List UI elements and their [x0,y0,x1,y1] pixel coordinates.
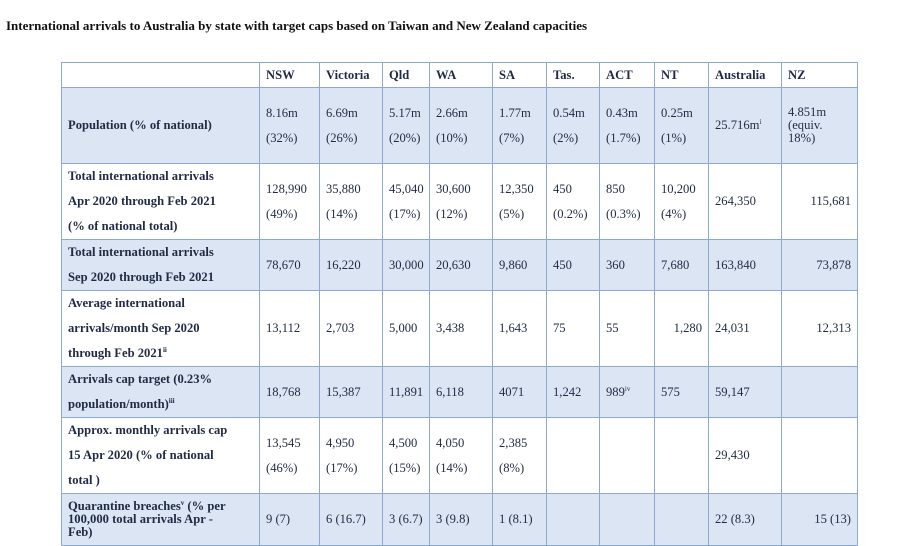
header-tas: Tas. [546,62,600,88]
cell-nz [781,417,858,494]
cell-nt: 0.25m (1%) [654,87,709,164]
header-act: ACT [599,62,655,88]
cell-tas [546,493,600,546]
cell-tas: 1,242 [546,366,600,418]
cell-act: 850 (0.3%) [599,163,655,240]
cell-sa: 9,860 [492,239,547,291]
cell-tas: 75 [546,290,600,367]
cell-tas [546,417,600,494]
header-wa: WA [429,62,493,88]
cell-victoria: 6.69m (26%) [319,87,383,164]
cell-australia: 22 (8.3) [708,493,782,546]
cell-wa: 3,438 [429,290,493,367]
header-empty [61,62,260,88]
cell-wa: 20,630 [429,239,493,291]
cell-act [599,493,655,546]
row-label: Average international arrivals/month Sep … [61,290,260,367]
cell-wa: 3 (9.8) [429,493,493,546]
cell-qld: 5,000 [382,290,430,367]
row-monthly-arrivals-cap: Approx. monthly arrivals cap 15 Apr 2020 … [61,417,858,494]
cell-nt [654,417,709,494]
cell-nsw: 9 (7) [259,493,320,546]
cell-nz [781,366,858,418]
cell-nz: 73,878 [781,239,858,291]
header-sa: SA [492,62,547,88]
cell-wa: 2.66m (10%) [429,87,493,164]
cell-tas: 450 [546,239,600,291]
header-row: NSW Victoria Qld WA SA Tas. ACT NT Austr… [61,62,858,88]
cell-act: 989iv [599,366,655,418]
cell-australia: 264,350 [708,163,782,240]
row-label: Arrivals cap target (0.23% population/mon… [61,366,260,418]
cell-nt [654,493,709,546]
row-quarantine-breaches: Quarantine breachesv (% per 100,000 total… [61,493,858,546]
cell-tas: 0.54m (2%) [546,87,600,164]
row-label: Total international arrivals Sep 2020 thr… [61,239,260,291]
header-nz: NZ [781,62,858,88]
cell-act: 55 [599,290,655,367]
cell-qld: 11,891 [382,366,430,418]
row-label: Total international arrivals Apr 2020 thr… [61,163,260,240]
row-average-arrivals: Average international arrivals/month Sep … [61,290,858,367]
cell-sa: 1 (8.1) [492,493,547,546]
cell-qld: 30,000 [382,239,430,291]
cell-act: 0.43m (1.7%) [599,87,655,164]
cell-act: 360 [599,239,655,291]
header-victoria: Victoria [319,62,383,88]
row-total-arrivals-apr-feb: Total international arrivals Apr 2020 thr… [61,163,858,240]
header-australia: Australia [708,62,782,88]
cell-nt: 1,280 [654,290,709,367]
cell-qld: 5.17m (20%) [382,87,430,164]
cell-tas: 450 (0.2%) [546,163,600,240]
cell-sa: 2,385 (8%) [492,417,547,494]
cell-nsw: 13,112 [259,290,320,367]
cell-nsw: 8.16m (32%) [259,87,320,164]
cell-nt: 575 [654,366,709,418]
cell-nsw: 13,545 (46%) [259,417,320,494]
cell-wa: 4,050 (14%) [429,417,493,494]
cell-victoria: 15,387 [319,366,383,418]
row-total-arrivals-sep-feb: Total international arrivals Sep 2020 thr… [61,239,858,291]
row-label: Approx. monthly arrivals cap 15 Apr 2020 … [61,417,260,494]
cell-australia: 59,147 [708,366,782,418]
cell-victoria: 2,703 [319,290,383,367]
document-title: International arrivals to Australia by s… [6,18,588,33]
cell-sa: 12,350 (5%) [492,163,547,240]
cell-nz: 4.851m (equiv. 18%) [781,87,858,164]
header-nt: NT [654,62,709,88]
cell-nsw: 18,768 [259,366,320,418]
header-qld: Qld [382,62,430,88]
row-population: Population (% of national) 8.16m (32%) 6.… [61,87,858,164]
cell-qld: 45,040 (17%) [382,163,430,240]
cell-qld: 3 (6.7) [382,493,430,546]
cell-sa: 4071 [492,366,547,418]
cell-nz: 115,681 [781,163,858,240]
header-nsw: NSW [259,62,320,88]
cell-qld: 4,500 (15%) [382,417,430,494]
cell-wa: 6,118 [429,366,493,418]
cell-victoria: 6 (16.7) [319,493,383,546]
cell-australia: 25.716mi [708,87,782,164]
cell-nt: 10,200 (4%) [654,163,709,240]
row-label: Population (% of national) [61,87,260,164]
cell-act [599,417,655,494]
cell-nt: 7,680 [654,239,709,291]
cell-australia: 163,840 [708,239,782,291]
arrivals-table: NSW Victoria Qld WA SA Tas. ACT NT Austr… [61,62,858,546]
cell-victoria: 16,220 [319,239,383,291]
cell-wa: 30,600 (12%) [429,163,493,240]
cell-australia: 29,430 [708,417,782,494]
cell-nsw: 128,990 (49%) [259,163,320,240]
cell-victoria: 35,880 (14%) [319,163,383,240]
cell-nsw: 78,670 [259,239,320,291]
cell-australia: 24,031 [708,290,782,367]
cell-nz: 15 (13) [781,493,858,546]
cell-sa: 1.77m (7%) [492,87,547,164]
row-arrivals-cap-target: Arrivals cap target (0.23% population/mon… [61,366,858,418]
cell-nz: 12,313 [781,290,858,367]
cell-victoria: 4,950 (17%) [319,417,383,494]
cell-sa: 1,643 [492,290,547,367]
row-label: Quarantine breachesv (% per 100,000 total… [61,493,260,546]
